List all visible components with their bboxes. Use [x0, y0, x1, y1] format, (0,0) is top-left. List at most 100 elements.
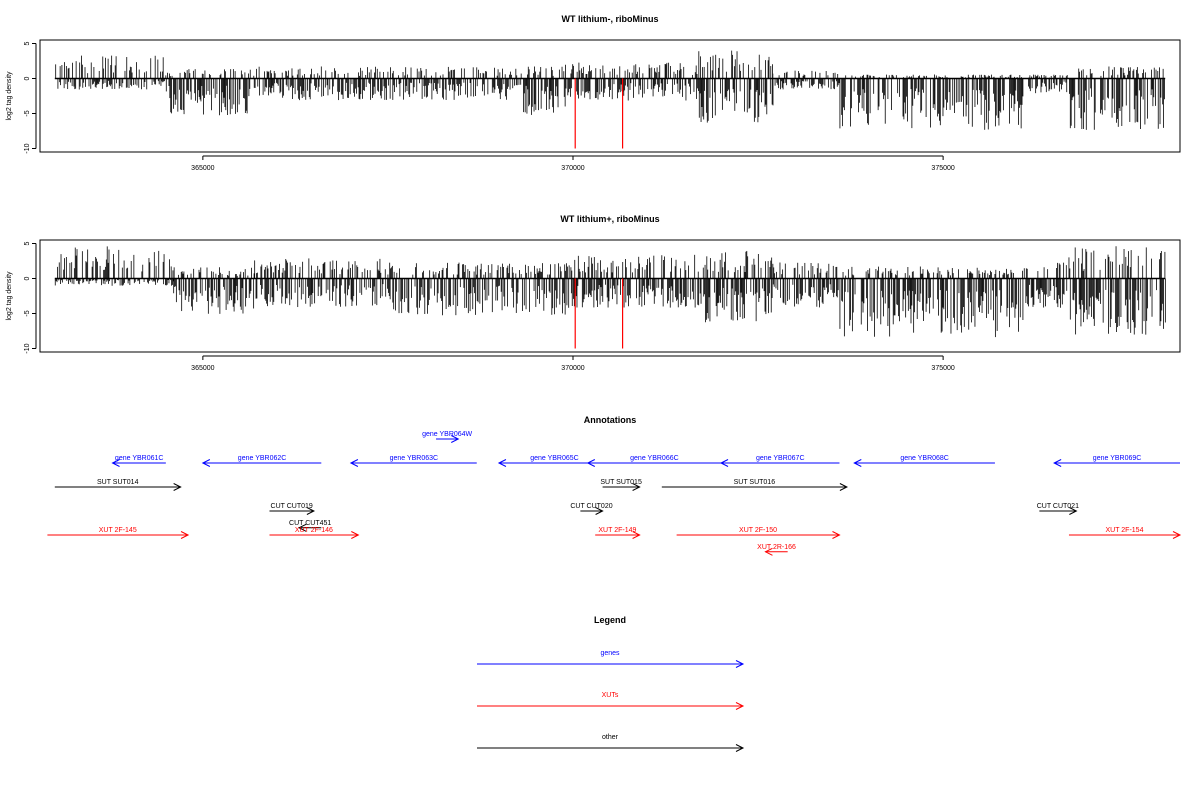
- feature-label: gene YBR066C: [630, 455, 679, 462]
- feature-label: gene YBR063C: [390, 455, 439, 462]
- legend-item: other: [477, 734, 745, 752]
- arrow-head: [111, 459, 120, 467]
- arrow-head: [595, 507, 604, 515]
- arrow-head: [586, 459, 596, 467]
- feature-label: SUT SUT014: [97, 479, 139, 486]
- arrow-head: [1053, 459, 1062, 467]
- arrow-head: [832, 531, 841, 539]
- highlight-bars: [574, 78, 624, 149]
- feature: XUT 2R-166: [757, 544, 796, 556]
- y-axis: 5 0 -5 -10: [24, 241, 37, 354]
- x-tick-label: 365000: [191, 365, 214, 372]
- legend-title: Legend: [594, 615, 626, 625]
- y-tick-label: 5: [24, 41, 31, 45]
- plot-frame: [39, 39, 1181, 153]
- legend-label: other: [602, 734, 619, 741]
- feature: gene YBR066C: [586, 455, 722, 467]
- feature-label: XUT 2F-146: [295, 527, 333, 534]
- arrow-head: [180, 531, 190, 539]
- y-tick-label: -10: [24, 143, 31, 153]
- x-tick-label: 365000: [191, 165, 214, 172]
- x-tick-label: 370000: [561, 165, 584, 172]
- feature: XUT 2F-145: [47, 527, 190, 539]
- feature-label: gene YBR068C: [900, 455, 949, 462]
- feature-label: XUT 2F-154: [1105, 527, 1143, 534]
- feature: gene YBR064W: [422, 431, 473, 443]
- y-tick-label: 0: [24, 276, 31, 280]
- x-tick-label: 375000: [931, 365, 954, 372]
- legend-items: genes XUTs other: [477, 650, 745, 752]
- legend-label: genes: [600, 650, 620, 657]
- arrow-head: [306, 507, 316, 515]
- feature-label: XUT 2F-145: [99, 527, 137, 534]
- feature: gene YBR068C: [853, 455, 995, 467]
- feature-label: CUT CUT019: [271, 503, 313, 510]
- feature-arrows: gene YBR061C gene YBR062C gene YBR063C gene…: [47, 431, 1182, 556]
- arrow-head: [497, 459, 507, 467]
- arrow-head: [632, 483, 641, 491]
- legend-item: XUTs: [477, 692, 745, 710]
- legend: Legend genes XUTs other: [477, 615, 745, 752]
- plot-frame: [39, 239, 1181, 353]
- feature: CUT CUT019: [269, 503, 316, 515]
- feature-label: CUT CUT020: [570, 503, 612, 510]
- y-tick-label: 0: [24, 76, 31, 80]
- feature-label: XUT 2R-166: [757, 544, 796, 551]
- panel-title: WT lithium+, riboMinus: [560, 214, 659, 224]
- annotations-track: Annotations gene YBR061C gene YBR062C gene…: [47, 415, 1182, 556]
- feature-label: gene YBR062C: [238, 455, 287, 462]
- arrow-head: [735, 660, 745, 668]
- feature-label: XUT 2F-149: [598, 527, 636, 534]
- feature-label: gene YBR061C: [115, 455, 164, 462]
- arrow-head: [349, 459, 359, 467]
- arrow-head: [351, 531, 360, 539]
- feature: gene YBR069C: [1053, 455, 1180, 467]
- feature: XUT 2F-154: [1068, 527, 1182, 539]
- y-tick-label: -5: [24, 110, 31, 116]
- arrow-head: [1172, 531, 1182, 539]
- feature: SUT SUT014: [54, 479, 182, 491]
- arrow-head: [735, 702, 745, 710]
- arrow-head: [839, 483, 849, 491]
- feature-label: gene YBR069C: [1093, 455, 1142, 462]
- arrow-head: [853, 459, 862, 467]
- x-tick-label: 375000: [931, 165, 954, 172]
- arrow-head: [451, 435, 460, 443]
- highlight-bars: [574, 278, 624, 349]
- feature-label: CUT CUT021: [1037, 503, 1079, 510]
- feature: gene YBR063C: [349, 455, 477, 467]
- feature: XUT 2F-146: [269, 527, 360, 539]
- feature: SUT SUT016: [661, 479, 849, 491]
- arrow-head: [173, 483, 182, 491]
- arrow-head: [735, 744, 745, 752]
- arrow-head: [201, 459, 211, 467]
- legend-item: genes: [477, 650, 745, 668]
- x-axis: 365000 370000 375000: [191, 355, 955, 372]
- panel-title: WT lithium-, riboMinus: [562, 14, 659, 24]
- feature: CUT CUT021: [1037, 503, 1079, 515]
- feature: SUT SUT015: [600, 479, 642, 491]
- feature: gene YBR062C: [201, 455, 322, 467]
- feature: CUT CUT020: [570, 503, 613, 515]
- density-bars: [54, 246, 1166, 338]
- feature-label: gene YBR064W: [422, 431, 472, 438]
- arrow-head: [297, 523, 307, 532]
- feature: CUT CUT451: [289, 520, 331, 532]
- y-axis-label: log2 tag density: [6, 71, 13, 121]
- feature-label: gene YBR067C: [756, 455, 805, 462]
- y-axis: 5 0 -5 -10: [24, 41, 37, 154]
- feature: XUT 2F-149: [595, 527, 641, 539]
- y-tick-label: -10: [24, 343, 31, 353]
- x-axis: 365000 370000 375000: [191, 155, 955, 172]
- feature-label: SUT SUT016: [734, 479, 776, 486]
- annotations-title: Annotations: [584, 415, 637, 425]
- panel-wt-lithium-plus: WT lithium+, riboMinus log2 tag density …: [6, 214, 1181, 372]
- x-tick-label: 370000: [561, 365, 584, 372]
- feature-label: CUT CUT451: [289, 520, 331, 527]
- feature-label: XUT 2F-150: [739, 527, 777, 534]
- feature: gene YBR061C: [111, 455, 166, 467]
- y-tick-label: -5: [24, 310, 31, 316]
- y-axis-label: log2 tag density: [6, 271, 13, 321]
- density-bars: [55, 50, 1165, 130]
